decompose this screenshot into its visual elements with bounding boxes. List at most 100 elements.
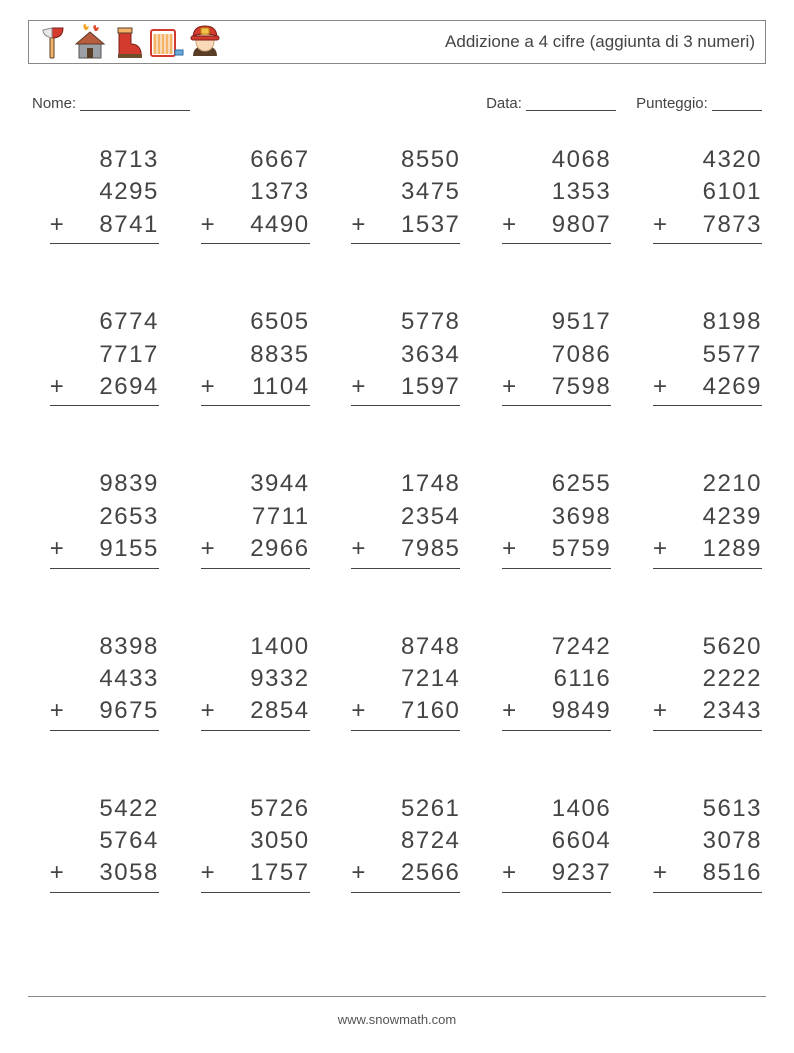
hose-icon [147, 24, 185, 60]
addend-3: 4490 [250, 209, 309, 241]
operator: + [50, 695, 64, 727]
name-blank[interactable] [80, 95, 190, 111]
addend-2: 7214 [401, 663, 460, 695]
addend-2: 1353 [552, 176, 611, 208]
addend-2: 3078 [703, 825, 762, 857]
addend-2: 3475 [401, 176, 460, 208]
addend-1: 9517 [552, 306, 611, 338]
addend-2: 5577 [703, 339, 762, 371]
addition-problem: 57263050+1757 [183, 793, 310, 893]
addend-2: 6604 [552, 825, 611, 857]
addend-1: 1400 [250, 631, 309, 663]
header-bar: Addizione a 4 cifre (aggiunta di 3 numer… [28, 20, 766, 64]
addition-problem: 87134295+8741 [32, 144, 159, 244]
addend-2: 8835 [250, 339, 309, 371]
addition-problem: 56133078+8516 [635, 793, 762, 893]
addend-2: 8724 [401, 825, 460, 857]
header-icons [35, 24, 223, 60]
addition-problem: 22104239+1289 [635, 468, 762, 568]
addend-2: 4433 [99, 663, 158, 695]
addend-1: 3944 [250, 468, 309, 500]
addend-2: 4239 [703, 501, 762, 533]
operator: + [502, 857, 516, 889]
addend-1: 6774 [99, 306, 158, 338]
addend-3: 2854 [250, 695, 309, 727]
addend-1: 5620 [703, 631, 762, 663]
addend-1: 6505 [250, 306, 309, 338]
addend-3: 3058 [99, 857, 158, 889]
addend-1: 6255 [552, 468, 611, 500]
addend-3: 2966 [250, 533, 309, 565]
addend-3: 1597 [401, 371, 460, 403]
addend-2: 2222 [703, 663, 762, 695]
addition-problem: 56202222 +2343 [635, 631, 762, 731]
score-field: Punteggio: [636, 92, 762, 112]
operator: + [201, 533, 215, 565]
addend-2: 6116 [554, 663, 612, 695]
info-row: Nome: Data: Punteggio: [28, 92, 766, 112]
problems-grid: 87134295+874166671373+449085503475+15374… [28, 144, 766, 893]
addition-problem: 52618724+2566 [334, 793, 461, 893]
addend-2: 6101 [703, 176, 762, 208]
operator: + [351, 533, 365, 565]
addend-3: 9807 [552, 209, 611, 241]
addend-2: 3050 [250, 825, 309, 857]
date-field: Data: [486, 92, 616, 112]
addition-problem: 95177086+7598 [484, 306, 611, 406]
addend-1: 8748 [401, 631, 460, 663]
axe-icon [35, 24, 69, 60]
addend-1: 9839 [99, 468, 158, 500]
addition-problem: 62553698+5759 [484, 468, 611, 568]
addend-1: 5422 [99, 793, 158, 825]
operator: + [351, 209, 365, 241]
name-field: Nome: [32, 92, 190, 112]
addend-3: 1289 [703, 533, 762, 565]
operator: + [502, 533, 516, 565]
addend-3: 7985 [401, 533, 460, 565]
addend-2: 2653 [99, 501, 158, 533]
score-blank[interactable] [712, 95, 762, 111]
date-blank[interactable] [526, 95, 616, 111]
addend-3: 9849 [552, 695, 611, 727]
operator: + [653, 695, 667, 727]
addition-problem: 14009332 +2854 [183, 631, 310, 731]
addend-1: 5726 [250, 793, 309, 825]
house-fire-icon [71, 24, 109, 60]
date-label: Data: [486, 95, 522, 112]
addition-problem: 81985577+4269 [635, 306, 762, 406]
addend-1: 5778 [401, 306, 460, 338]
operator: + [50, 533, 64, 565]
addend-1: 8398 [99, 631, 158, 663]
addend-2: 9332 [250, 663, 309, 695]
addition-problem: 83984433+9675 [32, 631, 159, 731]
addition-problem: 14066604 +9237 [484, 793, 611, 893]
addend-3: 2343 [703, 695, 762, 727]
addend-1: 8550 [401, 144, 460, 176]
operator: + [201, 371, 215, 403]
addend-3: 5759 [552, 533, 611, 565]
addition-problem: 43206101+7873 [635, 144, 762, 244]
addend-2: 7086 [552, 339, 611, 371]
operator: + [201, 695, 215, 727]
addend-3: 1537 [401, 209, 460, 241]
operator: + [502, 209, 516, 241]
addend-3: 8516 [703, 857, 762, 889]
addend-2: 7717 [99, 339, 158, 371]
footer-text: www.snowmath.com [0, 1012, 794, 1027]
addend-3: 7873 [703, 209, 762, 241]
addend-1: 8713 [99, 144, 158, 176]
addend-1: 1406 [552, 793, 611, 825]
addend-1: 2210 [703, 468, 762, 500]
addend-3: 9237 [552, 857, 611, 889]
operator: + [653, 371, 667, 403]
addend-1: 7242 [552, 631, 611, 663]
operator: + [351, 857, 365, 889]
addend-3: 9155 [99, 533, 158, 565]
addend-2: 1373 [250, 176, 309, 208]
addend-1: 5613 [703, 793, 762, 825]
addend-2: 5764 [99, 825, 158, 857]
worksheet-title: Addizione a 4 cifre (aggiunta di 3 numer… [445, 32, 755, 52]
operator: + [502, 371, 516, 403]
addend-3: 2566 [401, 857, 460, 889]
operator: + [50, 371, 64, 403]
